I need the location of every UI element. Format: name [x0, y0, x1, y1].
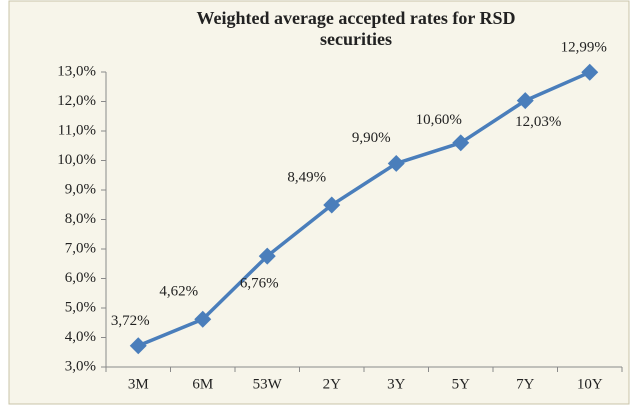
data-label: 4,62% [159, 284, 198, 300]
y-tick-label: 3,0% [65, 358, 96, 374]
y-tick-label: 13,0% [57, 63, 96, 79]
data-label: 8,49% [287, 169, 326, 185]
y-tick-label: 11,0% [58, 122, 96, 138]
data-label: 6,76% [240, 276, 279, 292]
y-tick-label: 7,0% [65, 240, 96, 256]
data-label: 12,03% [515, 114, 561, 130]
x-tick-label: 6M [192, 376, 213, 392]
y-tick-label: 12,0% [57, 93, 96, 109]
y-tick-label: 5,0% [65, 299, 96, 315]
x-tick-label: 7Y [516, 376, 535, 392]
x-tick-label: 3M [128, 376, 149, 392]
chart-title: securities [320, 29, 392, 49]
marker [452, 134, 470, 152]
marker [387, 154, 405, 172]
y-tick-label: 9,0% [65, 181, 96, 197]
y-tick-label: 4,0% [65, 329, 96, 345]
y-tick-label: 8,0% [65, 211, 96, 227]
line [137, 70, 591, 348]
x-tick-label: 2Y [323, 376, 342, 392]
marker [129, 337, 147, 355]
y-tick-label: 10,0% [57, 152, 96, 168]
marker [194, 310, 212, 328]
marker [581, 63, 599, 81]
x-tick-label: 10Y [577, 376, 603, 392]
x-tick-label: 3Y [387, 376, 406, 392]
y-tick-label: 6,0% [65, 270, 96, 286]
chart-background [8, 0, 630, 405]
marker [258, 247, 276, 265]
marker [323, 196, 341, 214]
x-tick-label: 53W [253, 376, 283, 392]
x-tick-label: 5Y [452, 376, 471, 392]
marker [516, 92, 534, 110]
data-label: 12,99% [561, 40, 607, 56]
data-label: 9,90% [352, 130, 391, 146]
chart-title: Weighted average accepted rates for RSD [196, 8, 515, 28]
data-label: 3,72% [111, 313, 150, 329]
data-label: 10,60% [416, 112, 462, 128]
